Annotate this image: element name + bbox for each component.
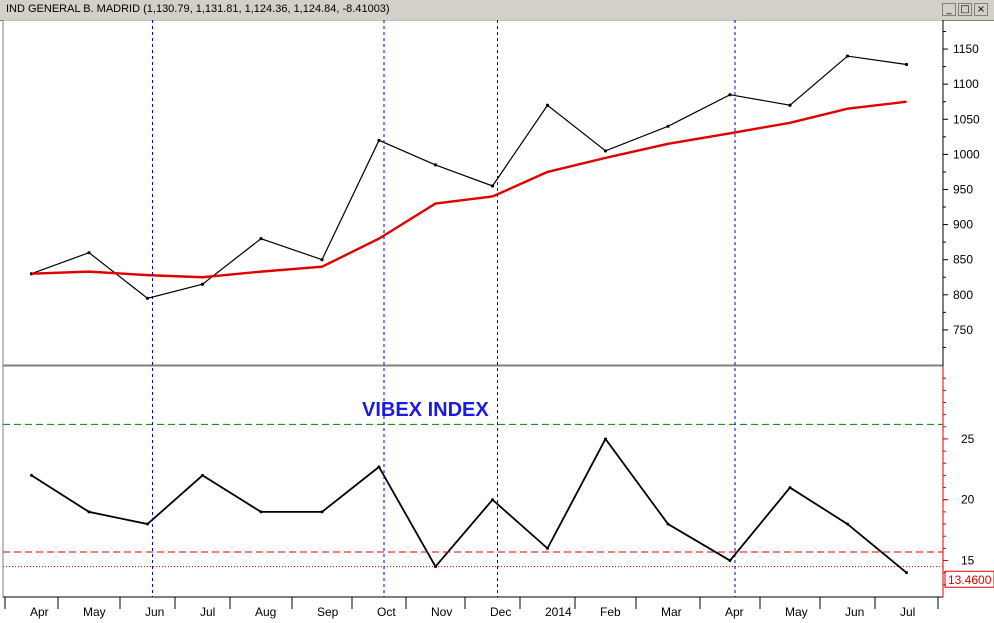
vibex-tick-label: 15	[961, 554, 975, 568]
x-tick-label: Apr	[30, 605, 49, 619]
vibex-tick-label: 25	[961, 432, 975, 446]
price-point	[545, 103, 550, 107]
vibex-point	[201, 473, 204, 477]
maximize-button[interactable]: □	[958, 3, 972, 16]
vibex-panel	[2, 365, 944, 598]
price-point	[200, 282, 205, 286]
x-tick-label: Nov	[431, 605, 452, 619]
price-point	[377, 138, 381, 142]
price-chart: VIBEX INDEX 13.4600 750 800 850 900 950 1000 10…	[2, 20, 994, 619]
price-tick-label: 850	[953, 253, 973, 267]
x-tick-label: Jul	[900, 605, 915, 619]
last-value-box	[944, 570, 994, 588]
vibex-point	[87, 510, 91, 514]
price-tick-label: 950	[953, 182, 973, 196]
price-point	[87, 251, 91, 255]
vibex-point	[846, 522, 849, 526]
price-tick-label: 1050	[953, 112, 980, 126]
x-tick-label: Jun	[145, 605, 164, 619]
price-point	[145, 296, 150, 300]
close-button[interactable]: ×	[974, 3, 988, 16]
vibex-point	[320, 510, 324, 514]
x-tick-label: Jun	[845, 605, 864, 619]
vibex-series-line	[31, 437, 908, 574]
x-tick-label: Aug	[255, 605, 276, 619]
price-tick-label: 800	[953, 288, 973, 302]
price-series-line	[31, 55, 907, 299]
vibex-point	[905, 571, 908, 575]
vibex-point	[546, 546, 549, 550]
vibex-point	[146, 522, 149, 526]
last-value-label: 13.4600	[948, 573, 992, 587]
x-tick-label: Mar	[661, 605, 682, 619]
price-tick-label: 1150	[953, 42, 979, 56]
vibex-point	[666, 522, 670, 526]
vibex-title: VIBEX INDEX	[362, 399, 489, 421]
vibex-point	[259, 510, 263, 514]
vibex-point	[728, 559, 732, 563]
price-point	[433, 163, 438, 167]
price-series-line	[31, 100, 907, 279]
price-point	[259, 237, 263, 241]
vibex-point	[788, 486, 792, 490]
price-tick-label: 900	[953, 218, 973, 232]
x-tick-label: May	[785, 605, 808, 619]
price-point	[320, 258, 324, 262]
x-tick-label: May	[83, 605, 106, 619]
vibex-point	[604, 437, 607, 441]
title-bar: IND GENERAL B. MADRID (1,130.79, 1,131.8…	[0, 0, 994, 21]
price-point	[666, 124, 670, 128]
price-point	[904, 62, 909, 67]
price-tick-label: 1000	[953, 147, 980, 161]
vibex-tick-label: 20	[961, 493, 975, 507]
vibex-point	[30, 473, 33, 477]
minimize-button[interactable]: _	[942, 3, 956, 16]
window-title: IND GENERAL B. MADRID (1,130.79, 1,131.8…	[6, 3, 390, 15]
price-panel	[2, 20, 944, 366]
price-point	[728, 93, 732, 97]
price-point	[490, 184, 495, 188]
x-tick-label: Dec	[490, 605, 511, 619]
x-tick-label: Sep	[317, 605, 339, 619]
x-tick-label: Jul	[200, 605, 215, 619]
price-tick-label: 750	[953, 323, 973, 337]
x-tick-label: Feb	[600, 605, 621, 619]
price-tick-label: 1100	[953, 77, 979, 91]
price-point	[788, 103, 792, 107]
price-point	[845, 54, 850, 58]
vibex-point	[377, 465, 381, 469]
x-tick-label: Oct	[377, 605, 396, 619]
x-tick-label: 2014	[545, 605, 572, 619]
vibex-point	[491, 498, 494, 502]
price-point	[603, 149, 608, 153]
x-tick-label: Apr	[725, 605, 744, 619]
